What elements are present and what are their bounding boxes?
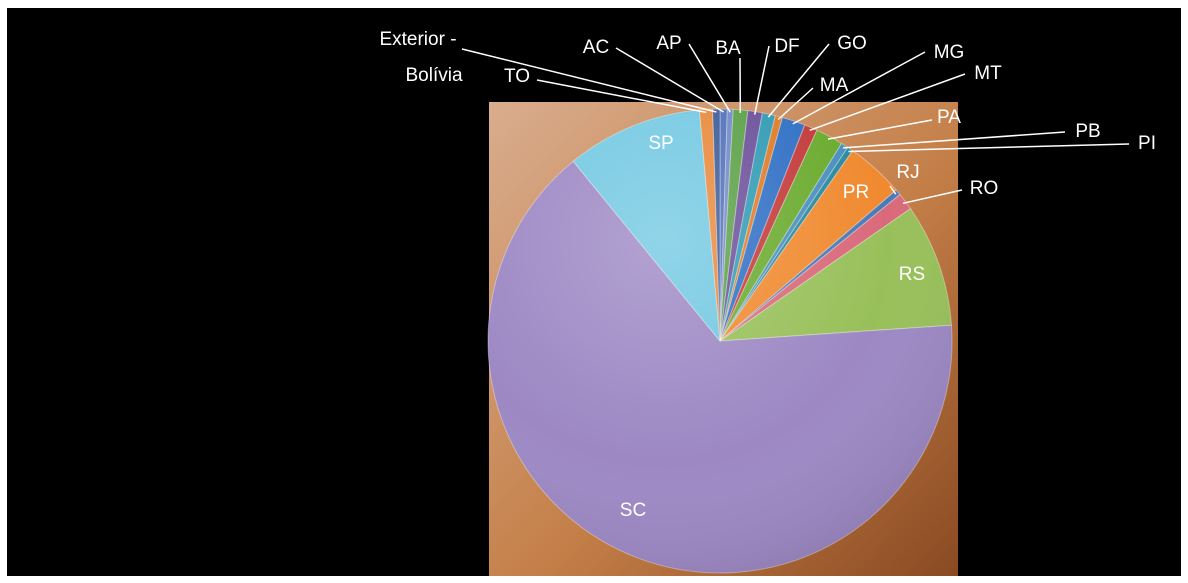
leader-lines (461, 43, 1130, 205)
slice-label-to: TO (504, 66, 530, 87)
leader-line-ro (902, 189, 963, 205)
slice-label-rj: RJ (896, 162, 919, 183)
slice-label-sc: SC (620, 500, 646, 521)
slice-label-mg: MG (934, 42, 965, 63)
chart-frame: AC AP BA DF GO MA MG MT PA PB PI PR RJ RO RS SC SP TO Exte… (7, 8, 1181, 576)
pie-chart: AC AP BA DF GO MA MG MT PA PB PI PR RJ RO RS SC SP TO Exte… (379, 29, 1156, 576)
slice-label-go: GO (837, 33, 867, 54)
slice-label-pi: PI (1138, 133, 1156, 154)
leader-line-exterior-bolivia (461, 48, 717, 113)
leader-line-pb (843, 131, 1066, 149)
slice-label-mt: MT (974, 63, 1002, 84)
slice-label-exterior-bolivia: Exterior -Bolívia (379, 29, 462, 86)
leader-line-ma (777, 87, 814, 121)
leader-line-pi (848, 143, 1130, 153)
slice-label-sp: SP (648, 133, 673, 154)
slice-label-pr: PR (843, 182, 869, 203)
slice-label-ap: AP (656, 33, 681, 54)
leader-line-rj (889, 185, 897, 195)
leader-line-go (767, 43, 830, 118)
slice-label-ba: BA (715, 38, 741, 59)
slice-label-ac: AC (583, 37, 609, 58)
slice-label-pa: PA (937, 107, 961, 128)
slice-label-df: DF (774, 36, 799, 57)
slice-labels: AC AP BA DF GO MA MG MT PA PB PI PR RJ RO RS SC SP TO Exte… (379, 29, 1156, 521)
leader-line-to (536, 79, 707, 114)
leader-line-df (753, 45, 770, 115)
slice-label-ro: RO (970, 178, 999, 199)
slice-label-pb: PB (1075, 121, 1100, 142)
leader-line-pa (827, 119, 933, 140)
leader-line-mg (792, 51, 926, 125)
slice-label-ma: MA (820, 75, 849, 96)
pie-slices (487, 108, 953, 574)
leader-line-mt (809, 73, 966, 132)
leader-line-ap (688, 43, 731, 113)
slice-label-rs: RS (899, 264, 925, 285)
leader-line-ac (615, 47, 724, 113)
